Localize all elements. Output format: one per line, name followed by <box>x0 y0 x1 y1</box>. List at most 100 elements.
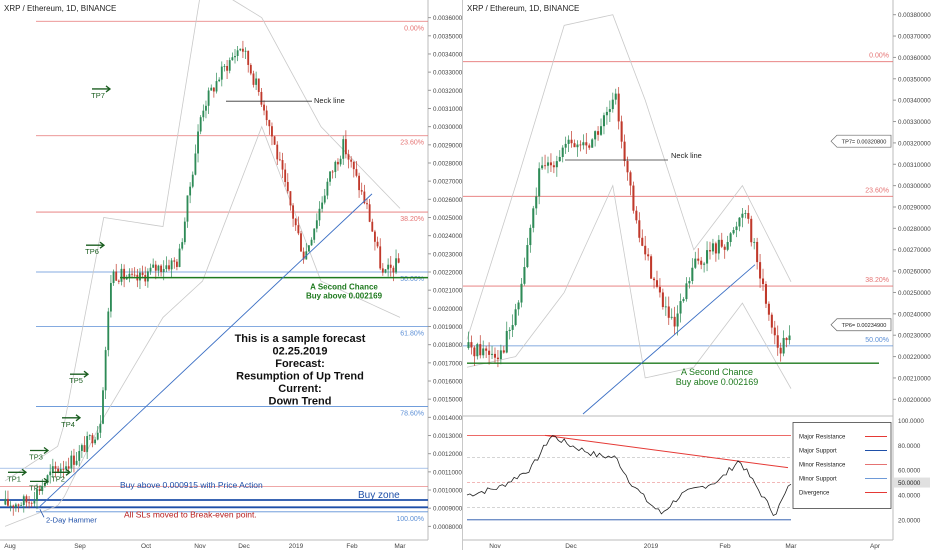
right-candle <box>529 227 532 246</box>
left-candle <box>165 265 168 270</box>
right-candle <box>564 143 567 148</box>
left-candle <box>168 265 170 270</box>
right-ind-divergence-line <box>544 434 789 469</box>
left-candle <box>289 191 292 206</box>
left-candle <box>397 258 400 263</box>
left-candle <box>302 251 305 260</box>
left-candle <box>300 233 302 252</box>
left-candle <box>337 161 339 165</box>
right-band-L <box>466 184 792 389</box>
left-forecast-5: Current: <box>278 383 321 395</box>
left-candle <box>228 60 231 71</box>
right-fib-label: 23.60% <box>865 187 889 194</box>
right-time-label: Dec <box>565 543 577 550</box>
right-indicator-line <box>466 435 792 517</box>
right-candle <box>499 350 502 360</box>
left-candle <box>154 264 157 271</box>
right-price-tick-label: 0.00310000 <box>898 162 931 169</box>
left-band-U <box>4 0 401 482</box>
right-candle <box>541 165 544 169</box>
right-candle <box>644 245 647 255</box>
left-time-label: 2019 <box>289 543 304 550</box>
right-price-tick-label: 0.00230000 <box>898 333 931 340</box>
left-price-tick-label: 0.00350000 <box>433 33 462 40</box>
right-band-U <box>466 14 792 340</box>
left-forecast-4: Resumption of Up Trend <box>236 371 364 383</box>
left-candle <box>51 466 54 472</box>
right-candle <box>653 278 656 281</box>
left-candle <box>14 504 17 508</box>
left-price-tick-label: 0.00290000 <box>433 142 462 149</box>
left-candle <box>99 423 102 433</box>
left-tp-label: TP5 <box>69 376 83 385</box>
left-candle <box>355 169 358 176</box>
left-candle <box>38 489 41 491</box>
right-price-tick-label: 0.00290000 <box>898 205 931 212</box>
left-candlestick-chart[interactable]: 0.00360000 0.00350000 0.00340000 0.00330000… <box>0 0 466 550</box>
left-candle <box>384 269 387 273</box>
right-candle <box>626 160 629 173</box>
left-price-tick-label: 0.00310000 <box>433 106 462 113</box>
left-candle <box>286 181 289 192</box>
right-price-tick-label: 0.00380000 <box>898 12 931 19</box>
right-candle <box>647 254 650 257</box>
right-candle <box>623 141 626 161</box>
right-price-tick-label: 0.00370000 <box>898 34 931 41</box>
left-candle <box>344 139 347 155</box>
left-candle <box>231 57 234 61</box>
right-candle <box>576 144 579 148</box>
right-candle <box>767 303 770 315</box>
left-candle <box>236 50 239 56</box>
right-candlestick-chart[interactable]: 0.00380000 0.00370000 0.00360000 0.00350000… <box>463 0 932 550</box>
right-indicator-scale-label: 100.0000 <box>898 418 924 425</box>
left-trendline <box>37 193 373 509</box>
left-candle <box>318 208 321 221</box>
right-indicator-current-bg <box>894 477 930 488</box>
left-hammer-pointer <box>39 509 45 518</box>
left-candle <box>102 390 104 424</box>
left-candle <box>347 154 350 160</box>
left-time-label: Nov <box>194 543 206 550</box>
left-tp-label: TP1 <box>7 474 21 483</box>
right-fib-label: 38.20% <box>865 277 889 284</box>
right-candle <box>641 237 644 246</box>
left-candle <box>212 87 215 92</box>
right-chart-panel[interactable]: XRP / Ethereum, 1D, BINANCE 0.00380000 0.… <box>463 0 932 550</box>
right-legend-label: Major Resistance <box>799 434 846 440</box>
right-candles <box>467 87 791 368</box>
left-price-tick-label: 0.00330000 <box>433 70 462 77</box>
right-candle <box>655 280 659 287</box>
left-price-tick-label: 0.00250000 <box>433 215 462 222</box>
left-candle <box>379 246 382 269</box>
left-candle <box>25 496 28 503</box>
left-time-label: Aug <box>4 543 16 550</box>
left-fib-label: 0.00% <box>404 25 424 32</box>
left-chart-panel[interactable]: XRP / Ethereum, 1D, BINANCE 0.003600000.… <box>0 0 466 550</box>
left-candle <box>387 264 390 270</box>
right-candle <box>759 262 762 279</box>
left-fib-label: 50.00% <box>400 276 424 283</box>
right-candle <box>729 233 732 243</box>
right-candle <box>744 213 747 214</box>
right-time-label: Nov <box>489 543 501 550</box>
left-candle <box>241 48 244 52</box>
left-candle <box>141 272 144 276</box>
left-candle <box>88 435 91 437</box>
left-candle <box>247 50 250 65</box>
left-candle <box>94 439 97 444</box>
left-forecast-3: Forecast: <box>275 358 325 370</box>
right-candle <box>761 278 765 285</box>
left-forecast-6: Down Trend <box>269 396 332 408</box>
right-candle <box>611 99 614 110</box>
left-candle <box>104 350 107 391</box>
right-candle <box>505 330 508 353</box>
left-buy-zone-label: Buy zone <box>358 490 400 501</box>
left-fib-label: 23.60% <box>400 140 424 147</box>
right-indicator-scale-label: 40.0000 <box>898 492 921 499</box>
right-candle <box>508 329 511 331</box>
right-candle <box>720 239 723 247</box>
left-time-label: Oct <box>141 543 151 550</box>
